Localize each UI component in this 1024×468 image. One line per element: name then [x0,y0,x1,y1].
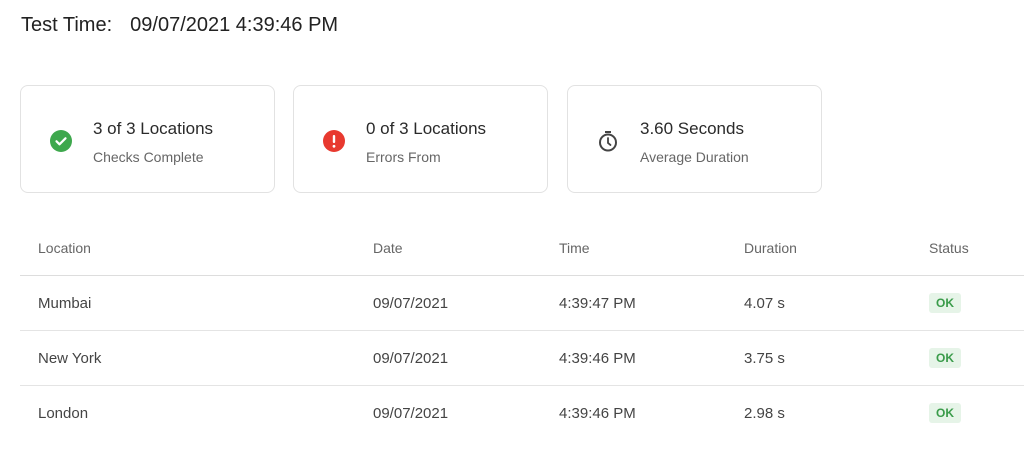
column-header-status[interactable]: Status [929,221,1024,276]
checks-complete-value: 3 of 3 Locations [93,119,214,138]
column-header-location[interactable]: Location [20,221,373,276]
status-cell: OK [929,386,1024,441]
location-cell: Mumbai [20,275,373,331]
test-time-heading: Test Time: 09/07/2021 4:39:46 PM [21,14,338,37]
duration-cell: 3.75 s [744,330,929,386]
time-cell: 4:39:46 PM [559,404,636,422]
duration-cell: 4.07 s [744,275,929,331]
stopwatch-icon [599,131,617,152]
error-circle-icon [323,130,345,152]
table-row: New York 09/07/2021 4:39:46 PM 3.75 s OK [20,330,1024,386]
results-table: Location Date Time Duration Status Mumba… [20,221,1024,440]
errors-label: Errors From [366,149,441,165]
table-row: Mumbai 09/07/2021 4:39:47 PM 4.07 s OK [20,275,1024,331]
errors-value: 0 of 3 Locations [366,119,487,138]
status-cell: OK [929,330,1024,386]
location-cell: London [38,404,89,422]
date-cell: 09/07/2021 [373,275,559,331]
date-cell: 09/07/2021 [373,330,559,386]
time-cell: 4:39:46 PM [559,330,744,386]
check-circle-icon [50,130,72,152]
checks-complete-label: Checks Complete [93,149,204,165]
test-time-label: Test Time: [21,14,113,36]
column-header-time[interactable]: Time [559,221,744,276]
status-badge: OK [929,403,961,423]
table-row: London 09/07/2021 4:39:46 PM 2.98 s OK [20,386,1024,441]
time-cell: 4:39:47 PM [559,275,744,331]
average-duration-label: Average Duration [640,149,749,165]
status-badge: OK [929,293,961,313]
table-header-row: Location Date Time Duration Status [20,221,1024,276]
duration-cell: 2.98 s [744,404,785,422]
average-duration-value: 3.60 Seconds [640,119,744,138]
column-header-date[interactable]: Date [373,221,559,276]
errors-card: 0 of 3 Locations Errors From [293,85,548,193]
average-duration-card: 3.60 Seconds Average Duration [567,85,822,193]
status-cell: OK [929,275,1024,331]
column-header-duration[interactable]: Duration [744,221,929,276]
test-time-value: 09/07/2021 4:39:46 PM [130,14,339,36]
status-badge: OK [929,348,961,368]
location-cell: New York [20,330,373,386]
date-cell: 09/07/2021 [373,404,449,422]
checks-complete-card: 3 of 3 Locations Checks Complete [20,85,275,193]
